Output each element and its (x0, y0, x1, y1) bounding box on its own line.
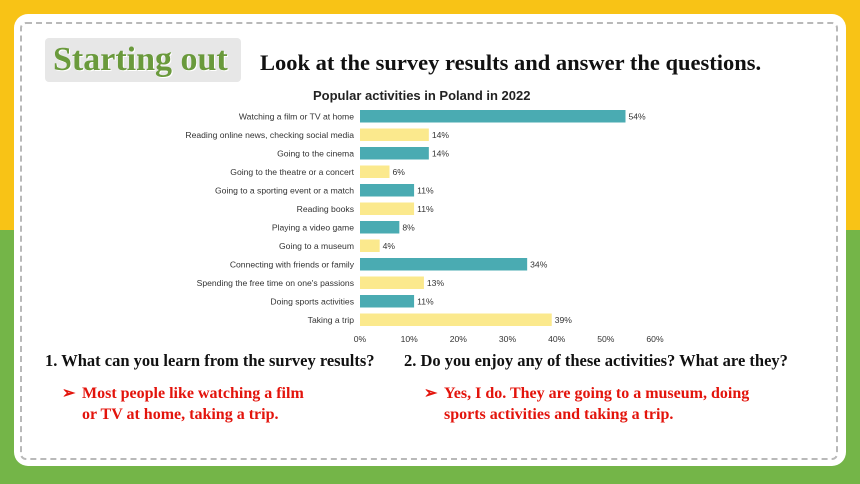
data-label: 39% (555, 315, 573, 325)
section-title: Starting out (53, 41, 228, 78)
bar (360, 202, 415, 215)
x-tick-label: 50% (597, 334, 615, 344)
category-label: Playing a video game (272, 222, 354, 232)
category-label: Going to the cinema (277, 148, 354, 158)
answer-2: ➢ Yes, I do. They are going to a museum,… (424, 383, 824, 427)
category-label: Going to the theatre or a concert (230, 167, 354, 177)
data-label: 8% (402, 222, 415, 232)
data-label: 11% (417, 296, 434, 306)
arrow-bullet-icon: ➢ (424, 385, 438, 402)
question-1: 1. What can you learn from the survey re… (45, 351, 375, 370)
chart-title: Popular activities in Poland in 2022 (313, 88, 530, 103)
category-label: Doing sports activities (270, 296, 354, 306)
x-tick-label: 30% (499, 334, 517, 344)
x-tick-label: 0% (354, 334, 367, 344)
category-label: Connecting with friends or family (230, 259, 355, 269)
data-label: 13% (427, 278, 445, 288)
bar (360, 239, 380, 252)
title-badge (45, 38, 241, 82)
data-label: 4% (383, 241, 396, 251)
bar (360, 165, 390, 178)
content-card (14, 14, 846, 466)
x-tick-label: 40% (548, 334, 566, 344)
data-label: 54% (629, 111, 647, 121)
answer-1: ➢ Most people like watching a film or TV… (62, 383, 392, 427)
bar (360, 110, 626, 123)
category-label: Watching a film or TV at home (239, 111, 354, 121)
bar (360, 295, 415, 308)
bar (360, 147, 429, 160)
answer-2-line-2: sports activities and taking a trip. (444, 406, 674, 423)
bar (360, 128, 429, 141)
arrow-bullet-icon: ➢ (62, 385, 76, 402)
category-label: Taking a trip (308, 315, 355, 325)
x-tick-label: 20% (450, 334, 468, 344)
answer-1-line-1: Most people like watching a film (82, 385, 304, 402)
bar (360, 258, 528, 271)
data-label: 14% (432, 130, 450, 140)
bar (360, 313, 552, 326)
bar (360, 276, 424, 289)
bar (360, 221, 400, 234)
category-label: Going to a museum (279, 241, 354, 251)
answer-1-line-2: or TV at home, taking a trip. (82, 406, 279, 423)
answer-2-line-1: Yes, I do. They are going to a museum, d… (444, 385, 750, 402)
data-label: 14% (432, 148, 450, 158)
data-label: 11% (417, 204, 434, 214)
category-label: Spending the free time on one's passions (197, 278, 354, 288)
category-label: Reading online news, checking social med… (185, 130, 354, 140)
x-tick-label: 60% (646, 334, 664, 344)
instruction-text: Look at the survey results and answer th… (260, 50, 762, 75)
data-label: 34% (530, 259, 548, 269)
data-label: 11% (417, 185, 434, 195)
x-tick-label: 10% (401, 334, 419, 344)
bar (360, 184, 415, 197)
category-label: Reading books (297, 204, 354, 214)
category-label: Going to a sporting event or a match (215, 185, 354, 195)
dashed-border (20, 22, 838, 460)
question-2: 2. Do you enjoy any of these activities?… (404, 351, 788, 370)
data-label: 6% (393, 167, 406, 177)
